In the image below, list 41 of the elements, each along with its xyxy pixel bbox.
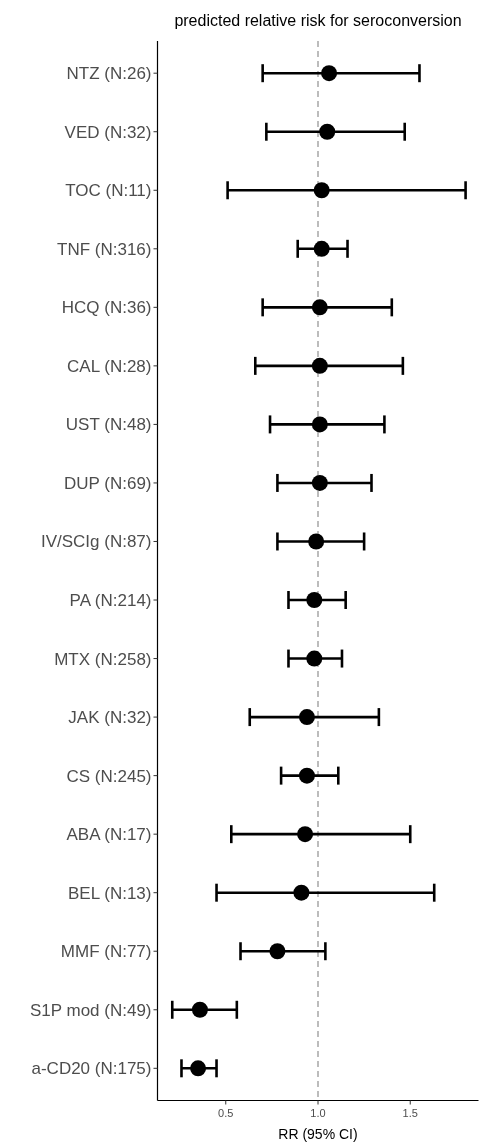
point [313, 182, 330, 199]
point [293, 884, 310, 901]
y-tick-label: S1P mod (N:49) [29, 1000, 152, 1020]
y-tick-label: UST (N:48) [65, 415, 152, 435]
y-tick-label: TOC (N:11) [65, 181, 152, 201]
point [269, 943, 286, 960]
point [313, 240, 330, 257]
y-tick-label: MTX (N:258) [54, 649, 152, 669]
point [298, 709, 315, 726]
point [311, 357, 328, 374]
point [190, 1060, 207, 1077]
point [191, 1001, 208, 1018]
y-tick-label: TNF (N:316) [57, 239, 152, 259]
point [319, 123, 336, 140]
y-tick-label: CAL (N:28) [67, 356, 152, 376]
y-tick-label: ABA (N:17) [66, 825, 152, 845]
x-axis-title: RR (95% CI) [278, 1126, 358, 1142]
x-tick-label: 1.0 [310, 1106, 326, 1119]
point [298, 767, 315, 784]
y-tick-label: DUP (N:69) [63, 473, 152, 493]
x-tick-label: 0.5 [218, 1106, 234, 1119]
point [311, 299, 328, 316]
point [321, 65, 338, 82]
y-tick-label: VED (N:32) [64, 122, 152, 142]
point [308, 533, 325, 550]
point [311, 474, 328, 491]
y-tick-label: CS (N:245) [66, 766, 152, 786]
y-tick-label: PA (N:214) [69, 591, 152, 611]
y-tick-label: NTZ (N:26) [66, 64, 152, 84]
chart-title: predicted relative risk for seroconversion [174, 12, 462, 29]
y-tick-label: IV/SCIg (N:87) [40, 532, 152, 552]
x-tick-label: 1.5 [402, 1106, 418, 1119]
point [311, 416, 328, 433]
y-tick-label: a-CD20 (N:175) [31, 1059, 152, 1079]
point [306, 650, 323, 667]
point [306, 592, 323, 609]
y-tick-label: HCQ (N:36) [61, 298, 152, 318]
point [297, 826, 314, 843]
y-tick-label: JAK (N:32) [68, 708, 152, 728]
y-tick-label: BEL (N:13) [68, 883, 152, 903]
y-tick-label: MMF (N:77) [60, 942, 152, 962]
